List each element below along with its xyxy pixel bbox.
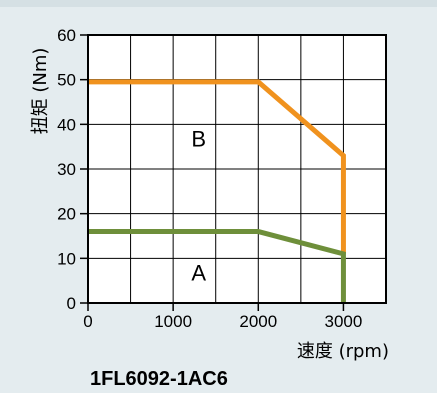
axes-group: 0 1000 2000 3000 0 10 20 30 40 50 60 速度 (rpm) 扭矩 (Nm… — [30, 26, 389, 362]
y-tick-label: 30 — [57, 160, 76, 179]
x-axis-label: 速度 (rpm) — [297, 341, 389, 362]
x-tick-label: 1000 — [154, 312, 192, 331]
y-tick-label: 0 — [67, 294, 76, 313]
y-tick-label: 20 — [57, 205, 76, 224]
y-axis-label: 扭矩 (Nm) — [30, 48, 51, 135]
region-label-b: B — [191, 127, 206, 152]
series-line-2 — [88, 229, 346, 303]
x-tick-label: 3000 — [325, 312, 363, 331]
series-group — [88, 79, 346, 303]
model-number: 1FL6092-1AC6 — [90, 368, 228, 390]
series-line-1 — [88, 79, 346, 254]
annotation-group: BA — [191, 127, 206, 286]
region-label-a: A — [191, 261, 206, 286]
x-tick-label: 2000 — [239, 312, 277, 331]
x-tick-label: 0 — [83, 312, 92, 331]
y-tick-label: 50 — [57, 71, 76, 90]
top-band — [0, 0, 437, 7]
y-tick-label: 60 — [57, 26, 76, 45]
y-tick-label: 10 — [57, 249, 76, 268]
y-tick-label: 40 — [57, 115, 76, 134]
